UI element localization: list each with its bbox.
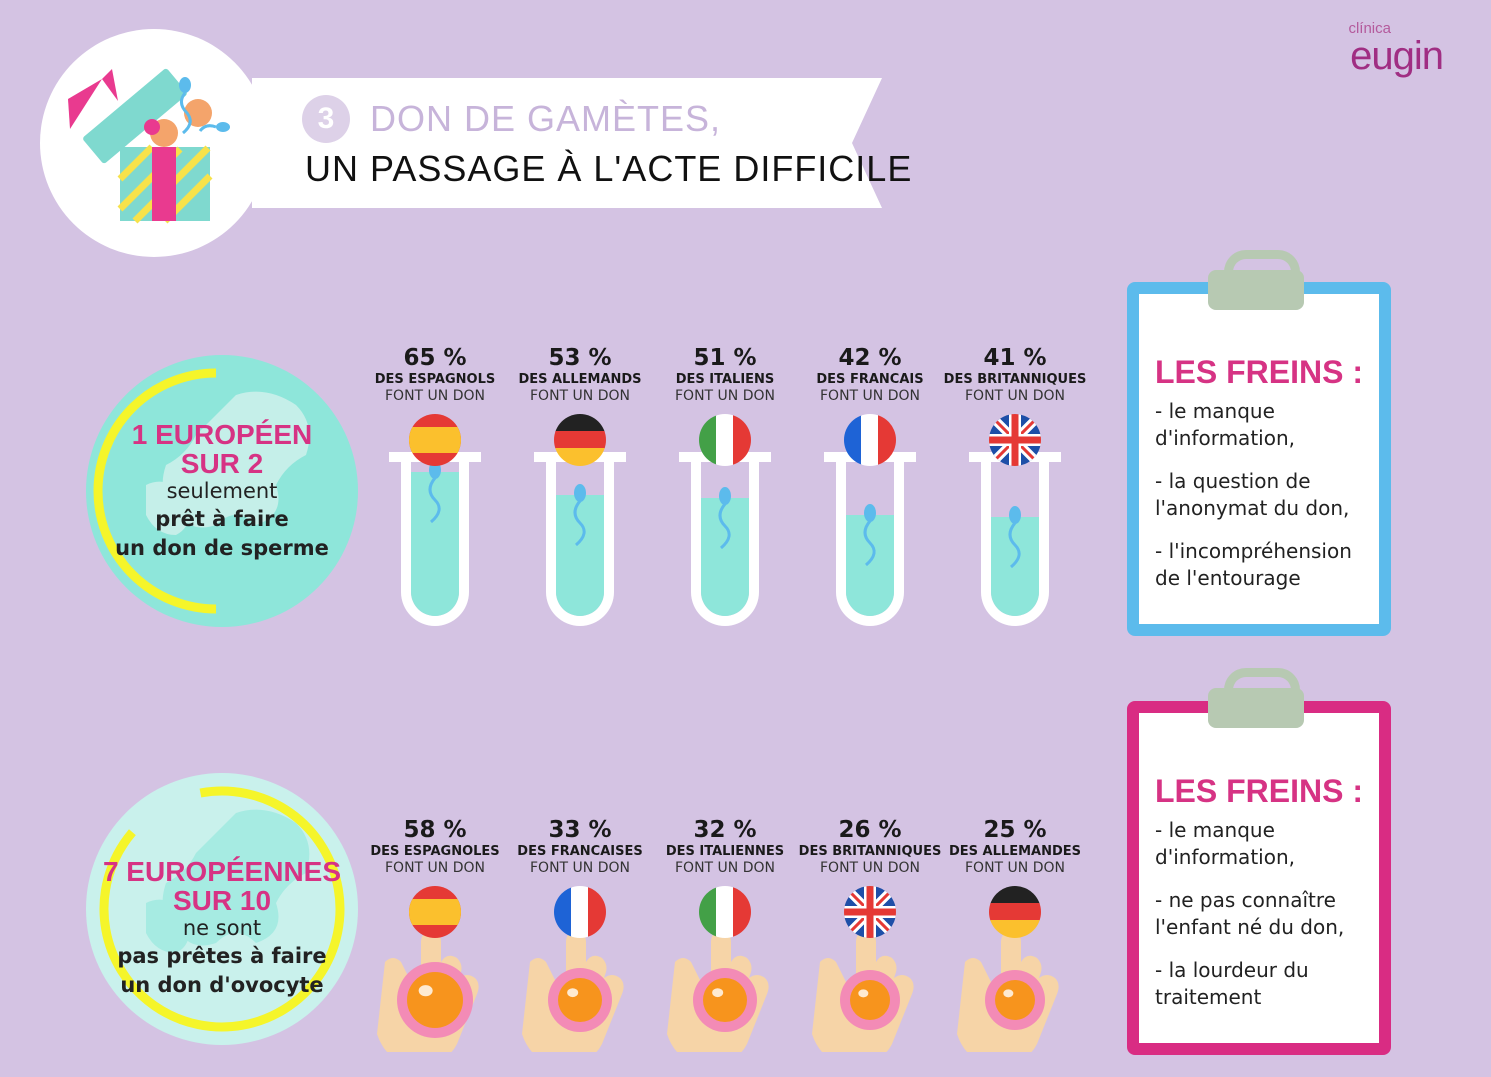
test-tube-icon [824,452,916,626]
test-tube-icon [389,452,481,626]
stat-percent: 41 % [983,345,1047,371]
women-line-3: ne sont [182,916,262,940]
women-stat-3: 26 % DES BRITANNIQUES FONT UN DON [785,817,955,877]
men-stat-2: 51 % DES ITALIENS FONT UN DON [640,345,810,405]
hand-oocyte-icon [522,932,624,1052]
stat-percent: 26 % [838,817,902,843]
stat-percent: 58 % [403,817,467,843]
men-stat-1: 53 % DES ALLEMANDS FONT UN DON [495,345,665,405]
germany-flag-icon [554,414,606,466]
stat-population: DES ALLEMANDES [949,844,1081,859]
women-stat-2: 32 % DES ITALIENNES FONT UN DON [640,817,810,877]
women-headline-2: SUR 10 [172,885,272,916]
stat-action: FONT UN DON [965,860,1065,876]
stat-percent: 51 % [693,345,757,371]
title-banner [252,78,882,208]
italy-flag-icon [699,886,751,938]
men-stat-0: 65 % DES ESPAGNOLS FONT UN DON [350,345,520,405]
men-globe-text: 1 EUROPÉEN SUR 2 seulement prêt à faire … [52,420,392,563]
clinica-eugin-logo: clínica eugin [1348,20,1444,78]
men-brake-1: - le manque d'information, [1155,399,1295,450]
france-flag-icon [844,414,896,466]
stat-population: DES FRANCAISES [517,844,643,859]
men-headline-1: 1 EUROPÉEN [131,419,313,450]
europe-globe-women [86,773,358,1045]
hand-oocyte-icon [667,932,769,1052]
stat-population: DES ITALIENNES [665,844,785,859]
men-stat-4: 41 % DES BRITANNIQUES FONT UN DON [930,345,1100,405]
stat-population: DES BRITANNIQUES [943,372,1087,387]
clipboard-clip-men [1208,270,1304,310]
clipboard-women: LES FREINS : - le manque d'information, … [1127,701,1391,1055]
women-headline-1: 7 EUROPÉENNES [102,856,342,887]
europe-globe-men [86,355,358,627]
spain-flag-icon [409,886,461,938]
stat-population: DES ESPAGNOLES [370,844,500,859]
logo-small-text: clínica [1348,20,1391,37]
stat-population: DES ITALIENS [675,372,775,387]
section-number-badge: 3 [302,95,350,143]
italy-flag-icon [699,414,751,466]
gift-box-icon [68,68,230,224]
stat-action: FONT UN DON [965,388,1065,404]
women-stat-4: 25 % DES ALLEMANDES FONT UN DON [930,817,1100,877]
stat-action: FONT UN DON [385,388,485,404]
women-globe-text: 7 EUROPÉENNES SUR 10 ne sont pas prêtes … [52,857,392,1000]
stat-action: FONT UN DON [530,860,630,876]
stat-population: DES ALLEMANDS [518,372,642,387]
test-tube-icon [969,452,1061,626]
page-title-line2: UN PASSAGE À L'ACTE DIFFICILE [305,148,913,189]
hand-oocyte-icon [377,932,479,1052]
stat-percent: 65 % [403,345,467,371]
stat-action: FONT UN DON [675,388,775,404]
stat-action: FONT UN DON [385,860,485,876]
stat-percent: 25 % [983,817,1047,843]
men-headline-2: SUR 2 [180,448,264,479]
header-icon-circle [40,29,268,257]
women-brake-2: - ne pas connaître l'enfant né du don, [1155,888,1345,939]
stat-action: FONT UN DON [530,388,630,404]
stat-population: DES BRITANNIQUES [798,844,942,859]
stat-percent: 33 % [548,817,612,843]
women-brake-3: - la lourdeur du traitement [1155,958,1309,1009]
men-brake-2: - la question de l'anonymat du don, [1155,469,1350,520]
clipboard-clip-women [1208,688,1304,728]
stat-percent: 32 % [693,817,757,843]
stat-action: FONT UN DON [820,860,920,876]
women-stat-1: 33 % DES FRANCAISES FONT UN DON [495,817,665,877]
stat-percent: 42 % [838,345,902,371]
uk-flag-icon [989,414,1041,466]
women-line-4: pas prêtes à faire [117,944,327,968]
page-title-line1: DON DE GAMÈTES, [370,98,722,139]
men-line-4: prêt à faire [155,507,289,531]
stat-population: DES FRANCAIS [816,372,924,387]
spain-flag-icon [409,414,461,466]
uk-flag-icon [844,886,896,938]
test-tube-icon [534,452,626,626]
men-brakes-title: LES FREINS : [1155,354,1364,390]
women-brakes-title: LES FREINS : [1155,773,1364,809]
france-flag-icon [554,886,606,938]
hand-oocyte-icon [957,932,1059,1052]
clipboard-men: LES FREINS : - le manque d'information, … [1127,282,1391,636]
logo-brand-text: eugin [1350,34,1444,78]
germany-flag-icon [989,886,1041,938]
women-line-5: un don d'ovocyte [120,973,324,997]
men-line-3: seulement [166,479,278,503]
men-stat-3: 42 % DES FRANCAIS FONT UN DON [785,345,955,405]
stat-action: FONT UN DON [675,860,775,876]
test-tube-icon [679,452,771,626]
men-line-5: un don de sperme [115,536,329,560]
men-brake-3: - l'incompréhension de l'entourage [1155,539,1352,590]
women-brake-1: - le manque d'information, [1155,818,1295,869]
women-stat-0: 58 % DES ESPAGNOLES FONT UN DON [350,817,520,877]
stat-population: DES ESPAGNOLS [374,372,496,387]
stat-percent: 53 % [548,345,612,371]
stat-action: FONT UN DON [820,388,920,404]
hand-oocyte-icon [812,932,914,1052]
